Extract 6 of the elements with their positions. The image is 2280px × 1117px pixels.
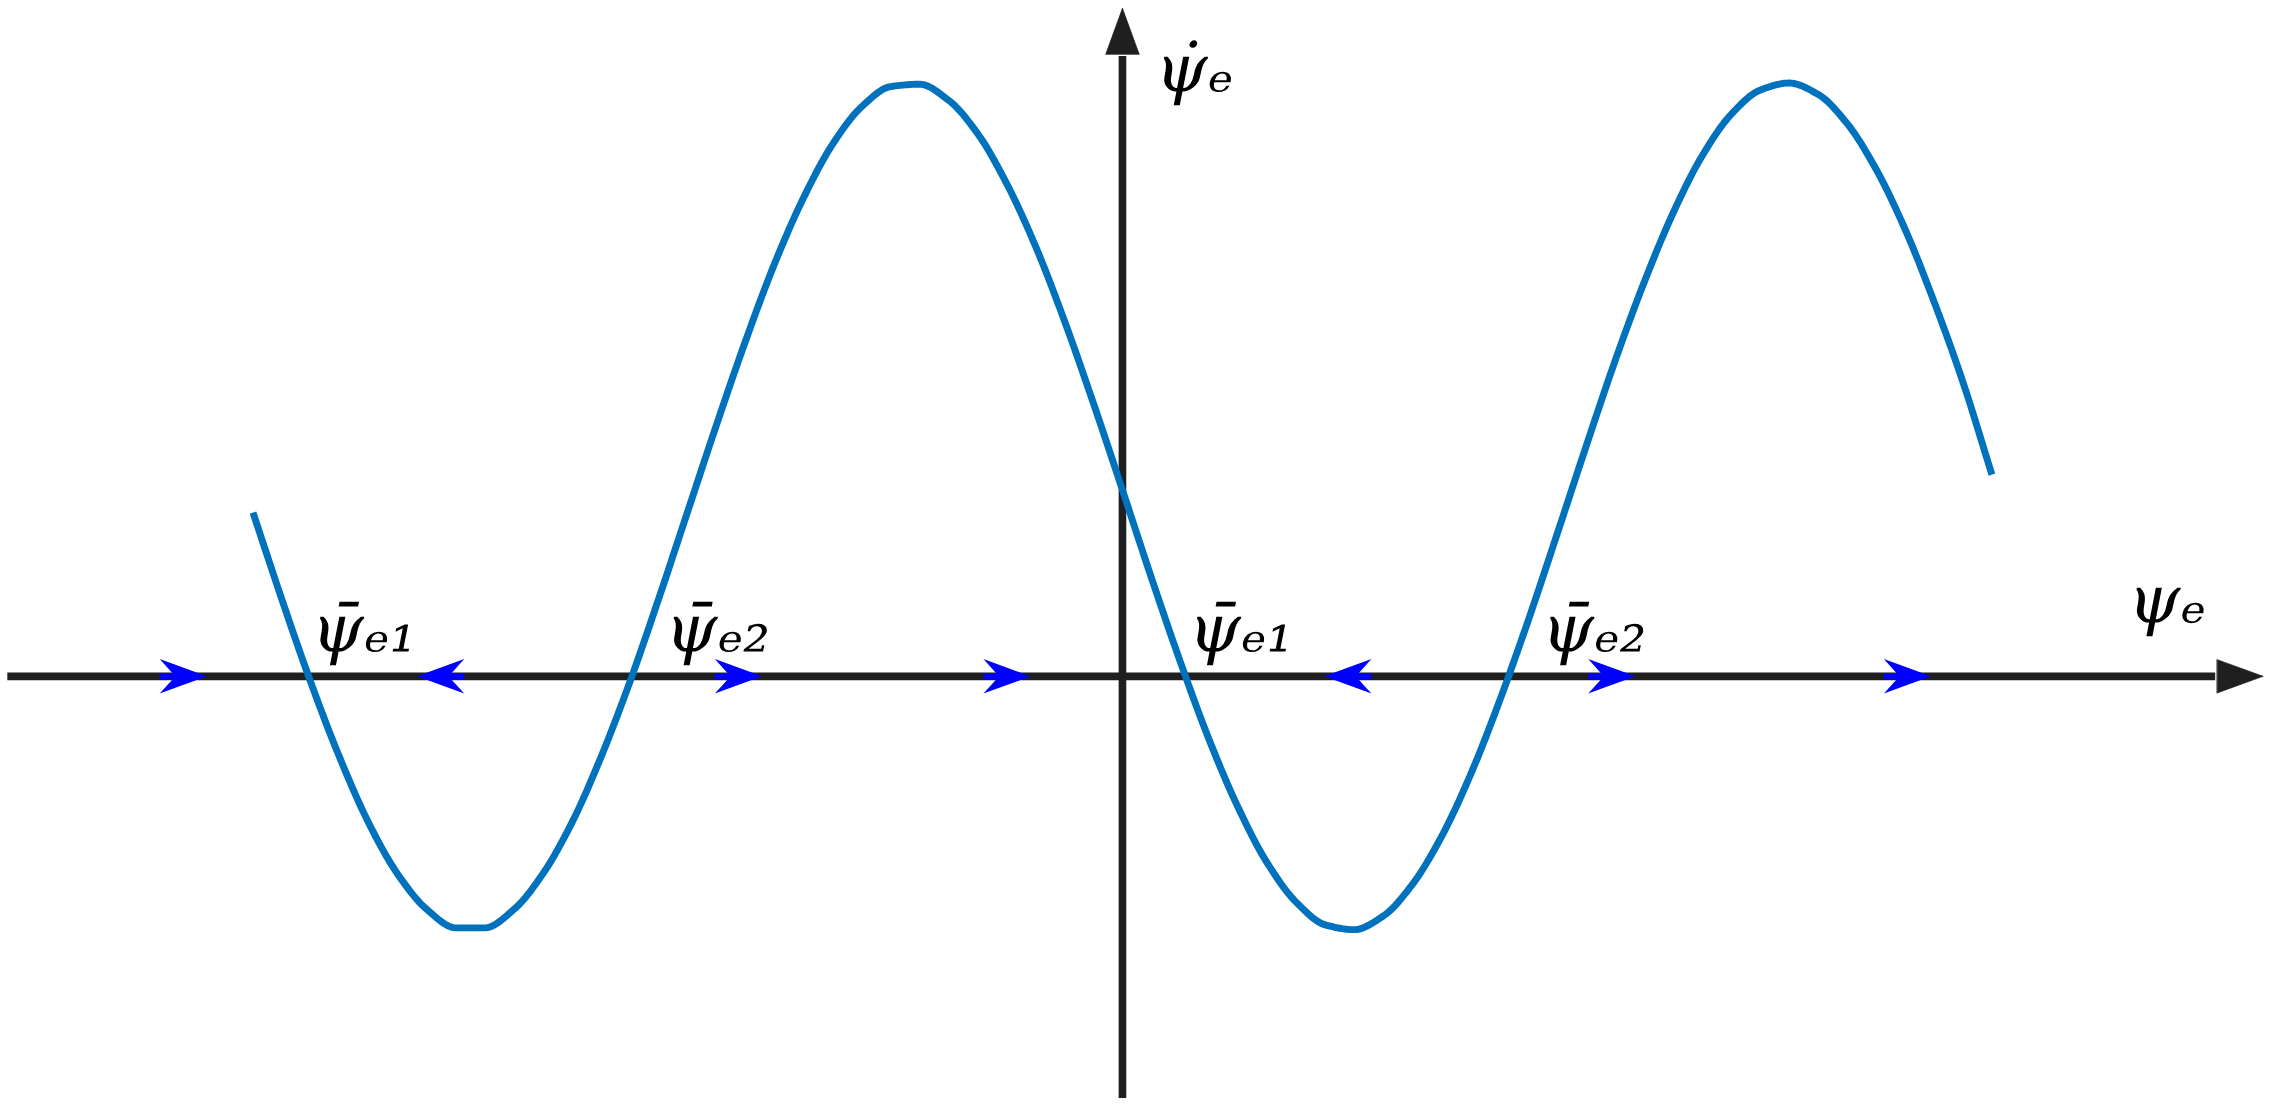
annotation: ψ̄ₑ₁ [1197,601,1286,666]
annotation: ψ̄ₑ₂ [1550,601,1644,666]
x-axis-title: ψₑ [2136,587,2204,637]
annotation: ψ̄ₑ₁ [320,601,409,666]
y-axis-title: ψ̇ₑ [1163,40,1231,106]
annotation: ψ̄ₑ₂ [673,601,767,666]
